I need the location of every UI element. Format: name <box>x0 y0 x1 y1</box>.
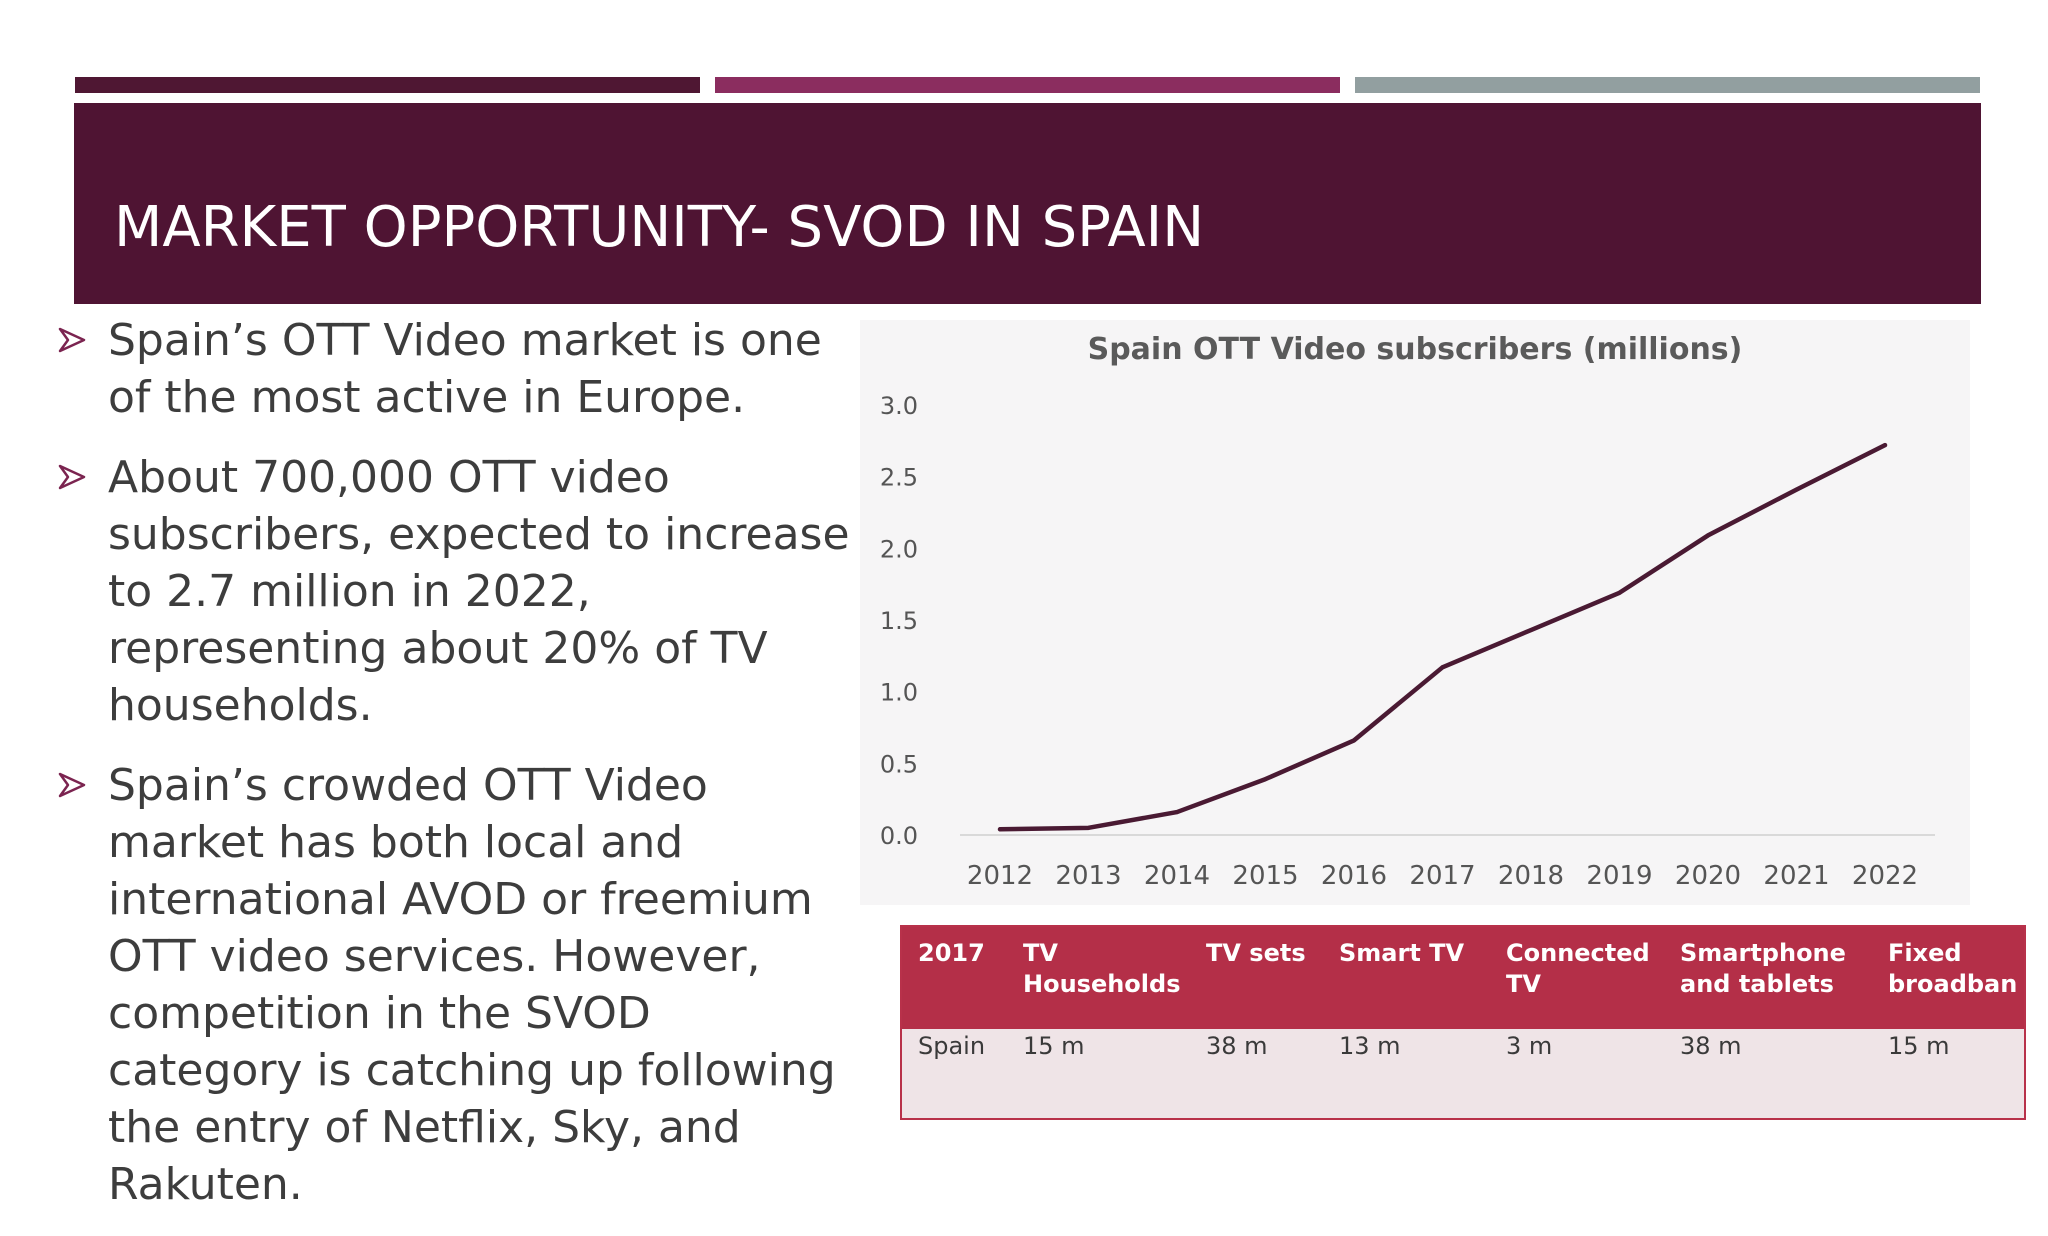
table-cell: 3 m <box>1506 1032 1553 1060</box>
accent-bar-3 <box>1355 77 1980 93</box>
table-cell: 13 m <box>1339 1032 1401 1060</box>
table-header: 2017 TV Households TV sets Smart TV Conn… <box>902 927 2024 1029</box>
data-point <box>1352 738 1356 743</box>
bullet-text: Spain’s crowded OTT Video market has bot… <box>108 760 836 1210</box>
data-point <box>1086 825 1091 830</box>
line-chart: Spain OTT Video subscribers (millions) 0.… <box>880 332 1935 891</box>
x-tick-label: 2019 <box>1586 861 1652 891</box>
data-point <box>1263 777 1268 782</box>
y-tick-label: 1.5 <box>880 607 918 635</box>
data-point <box>1706 533 1710 538</box>
y-tick-label: 2.5 <box>880 464 918 492</box>
data-point <box>1883 443 1887 448</box>
bullet-item: About 700,000 OTT video subscribers, exp… <box>58 449 858 734</box>
bullet-list: Spain’s OTT Video market is one of the m… <box>58 312 858 1236</box>
x-tick-label: 2018 <box>1498 861 1564 891</box>
chart-title: Spain OTT Video subscribers (millions) <box>1088 332 1743 367</box>
x-tick-label: 2020 <box>1675 861 1741 891</box>
slide-title: MARKET OPPORTUNITY- SVOD IN SPAIN <box>114 195 1205 260</box>
chart-panel: Spain OTT Video subscribers (millions) 0.… <box>860 320 1970 905</box>
table-header-cell: TV sets <box>1206 939 1306 967</box>
x-tick-label: 2016 <box>1321 861 1387 891</box>
x-tick-label: 2017 <box>1409 861 1475 891</box>
arrowhead-bullet-icon <box>58 772 86 798</box>
y-tick-label: 0.0 <box>880 822 918 850</box>
y-tick-label: 1.0 <box>880 679 918 707</box>
x-tick-label: 2021 <box>1763 861 1829 891</box>
data-point <box>1794 487 1799 492</box>
x-tick-label: 2013 <box>1055 861 1121 891</box>
table-header-cell: Smart TV <box>1339 939 1465 967</box>
y-tick-label: 3.0 <box>880 392 918 420</box>
table-cell: 15 m <box>1888 1032 1950 1060</box>
table-header-cell: TV Households <box>1023 939 1181 998</box>
arrowhead-bullet-icon <box>58 327 86 353</box>
table-header-cell: 2017 <box>918 939 985 967</box>
table-header-cell: Fixed broadban <box>1888 939 2018 998</box>
bullet-item: Spain’s crowded OTT Video market has bot… <box>58 757 858 1213</box>
data-point <box>1617 590 1622 595</box>
table-cell: 38 m <box>1206 1032 1268 1060</box>
x-tick-label: 2015 <box>1232 861 1298 891</box>
stats-table: 2017 TV Households TV sets Smart TV Conn… <box>900 925 2026 1120</box>
table-header-cell: Smartphone and tablets <box>1680 939 1846 998</box>
data-point <box>1175 810 1179 815</box>
accent-bar-2 <box>715 77 1340 93</box>
x-tick-label: 2012 <box>967 861 1033 891</box>
data-point <box>998 827 1002 832</box>
table-cell: Spain <box>918 1032 986 1060</box>
accent-bar-1 <box>75 77 700 93</box>
table-header-cell: Connected TV <box>1506 939 1650 998</box>
title-band: MARKET OPPORTUNITY- SVOD IN SPAIN <box>74 103 1981 304</box>
arrowhead-bullet-icon <box>58 464 86 490</box>
bullet-text: Spain’s OTT Video market is one of the m… <box>108 315 822 423</box>
data-point <box>1529 628 1533 633</box>
bullet-text: About 700,000 OTT video subscribers, exp… <box>108 452 850 731</box>
x-tick-label: 2022 <box>1852 861 1918 891</box>
series-line <box>997 442 1888 832</box>
bullet-item: Spain’s OTT Video market is one of the m… <box>58 312 858 426</box>
x-tick-label: 2014 <box>1144 861 1210 891</box>
table-cell: 38 m <box>1680 1032 1742 1060</box>
data-point <box>1440 665 1445 670</box>
y-tick-label: 0.5 <box>880 750 918 778</box>
table-cell: 15 m <box>1023 1032 1085 1060</box>
y-tick-label: 2.0 <box>880 535 918 563</box>
